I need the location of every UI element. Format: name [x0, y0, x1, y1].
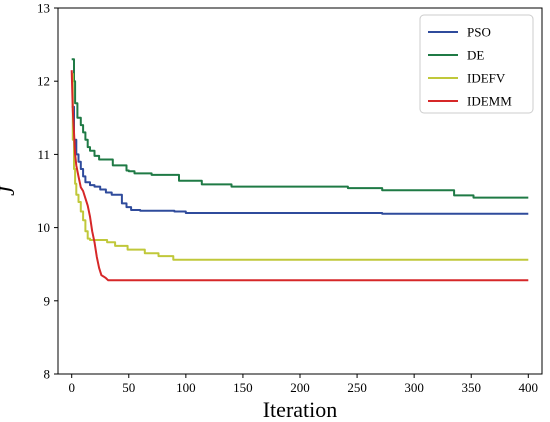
x-tick-label: 200: [290, 380, 310, 395]
x-tick-label: 350: [461, 380, 481, 395]
legend-label-de: DE: [467, 48, 484, 63]
legend-box: [419, 14, 534, 114]
legend: PSO DE IDEFV IDEMM: [419, 14, 534, 114]
legend-label-pso: PSO: [467, 25, 491, 40]
x-tick-label: 250: [347, 380, 367, 395]
y-axis-ticks: 8 9 10 11 12 13: [37, 1, 58, 382]
series-line-de: [71, 58, 529, 199]
x-tick-label: 150: [233, 380, 253, 395]
x-tick-label: 0: [68, 380, 75, 395]
x-axis-ticks: 0 50 100 150 200 250 300 350 400: [68, 374, 538, 395]
y-tick-label: 9: [44, 293, 51, 308]
series-line-idemm: [70, 70, 529, 282]
legend-label-idemm: IDEMM: [467, 94, 512, 109]
series-line-pso: [71, 105, 529, 215]
series-line-idefv: [71, 72, 529, 261]
y-tick-label: 8: [44, 367, 51, 382]
y-tick-label: 10: [37, 220, 50, 235]
legend-label-idefv: IDEFV: [467, 71, 506, 86]
series-layer: [70, 58, 529, 282]
y-tick-label: 13: [37, 1, 50, 16]
x-tick-label: 300: [404, 380, 424, 395]
y-axis-label: J: [0, 185, 19, 196]
y-tick-label: 12: [37, 74, 50, 89]
x-tick-label: 100: [176, 380, 196, 395]
x-tick-label: 50: [122, 380, 135, 395]
x-tick-label: 400: [519, 380, 539, 395]
x-axis-label: Iteration: [263, 397, 338, 422]
y-tick-label: 11: [37, 147, 50, 162]
